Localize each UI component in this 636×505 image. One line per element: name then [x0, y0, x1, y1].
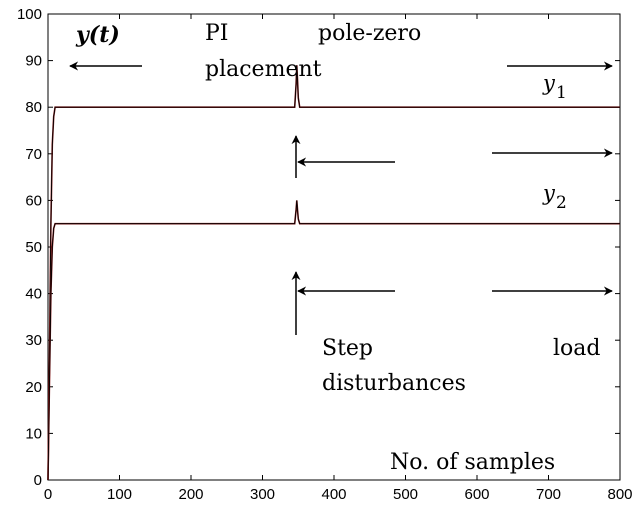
- load-label: load: [553, 336, 600, 361]
- x-axis-ticks: 0 100 200 300 400 500 600 700 800: [44, 14, 633, 503]
- y-axis-ticks: 0 10 20 30 40 50 60 70 80 90 100: [17, 6, 620, 489]
- series-line-y1: [47, 65, 620, 481]
- x-tick-label: 0: [44, 486, 52, 503]
- x-tick-label: 700: [536, 486, 561, 503]
- x-axis-label: No. of samples: [390, 450, 555, 475]
- y-tick-label: 0: [34, 472, 42, 489]
- series-layer: [47, 65, 620, 481]
- y-tick-label: 90: [25, 53, 42, 70]
- plot-frame: [47, 13, 621, 481]
- x-tick-label: 500: [393, 486, 418, 503]
- y-tick-label: 10: [25, 425, 42, 442]
- y-tick-label: 20: [25, 379, 42, 396]
- method-label-line3: placement: [205, 57, 322, 82]
- method-label-line1: PI: [205, 21, 229, 46]
- y-tick-label: 30: [25, 332, 42, 349]
- step-label: Step: [322, 336, 373, 361]
- x-tick-label: 600: [464, 486, 489, 503]
- disturbances-label: disturbances: [322, 371, 466, 396]
- method-label-line2: pole-zero: [318, 21, 421, 46]
- y2-label-subscript: 2: [556, 193, 567, 213]
- y-tick-label: 100: [17, 6, 42, 23]
- series-line-y1-red: [47, 65, 620, 481]
- y-tick-label: 60: [25, 192, 42, 209]
- x-tick-label: 100: [107, 486, 132, 503]
- y2-label: y: [542, 181, 556, 205]
- y1-label-subscript: 1: [556, 83, 567, 103]
- x-tick-label: 200: [178, 486, 203, 503]
- x-tick-label: 400: [321, 486, 346, 503]
- y-axis-label: y(t): [75, 22, 120, 48]
- y-tick-label: 80: [25, 99, 42, 116]
- series-line-y2: [47, 200, 620, 481]
- y-tick-label: 70: [25, 146, 42, 163]
- y-tick-label: 40: [25, 286, 42, 303]
- y-tick-label: 50: [25, 239, 42, 256]
- y1-label: y: [542, 71, 556, 95]
- x-tick-label: 300: [250, 486, 275, 503]
- x-tick-label: 800: [607, 486, 632, 503]
